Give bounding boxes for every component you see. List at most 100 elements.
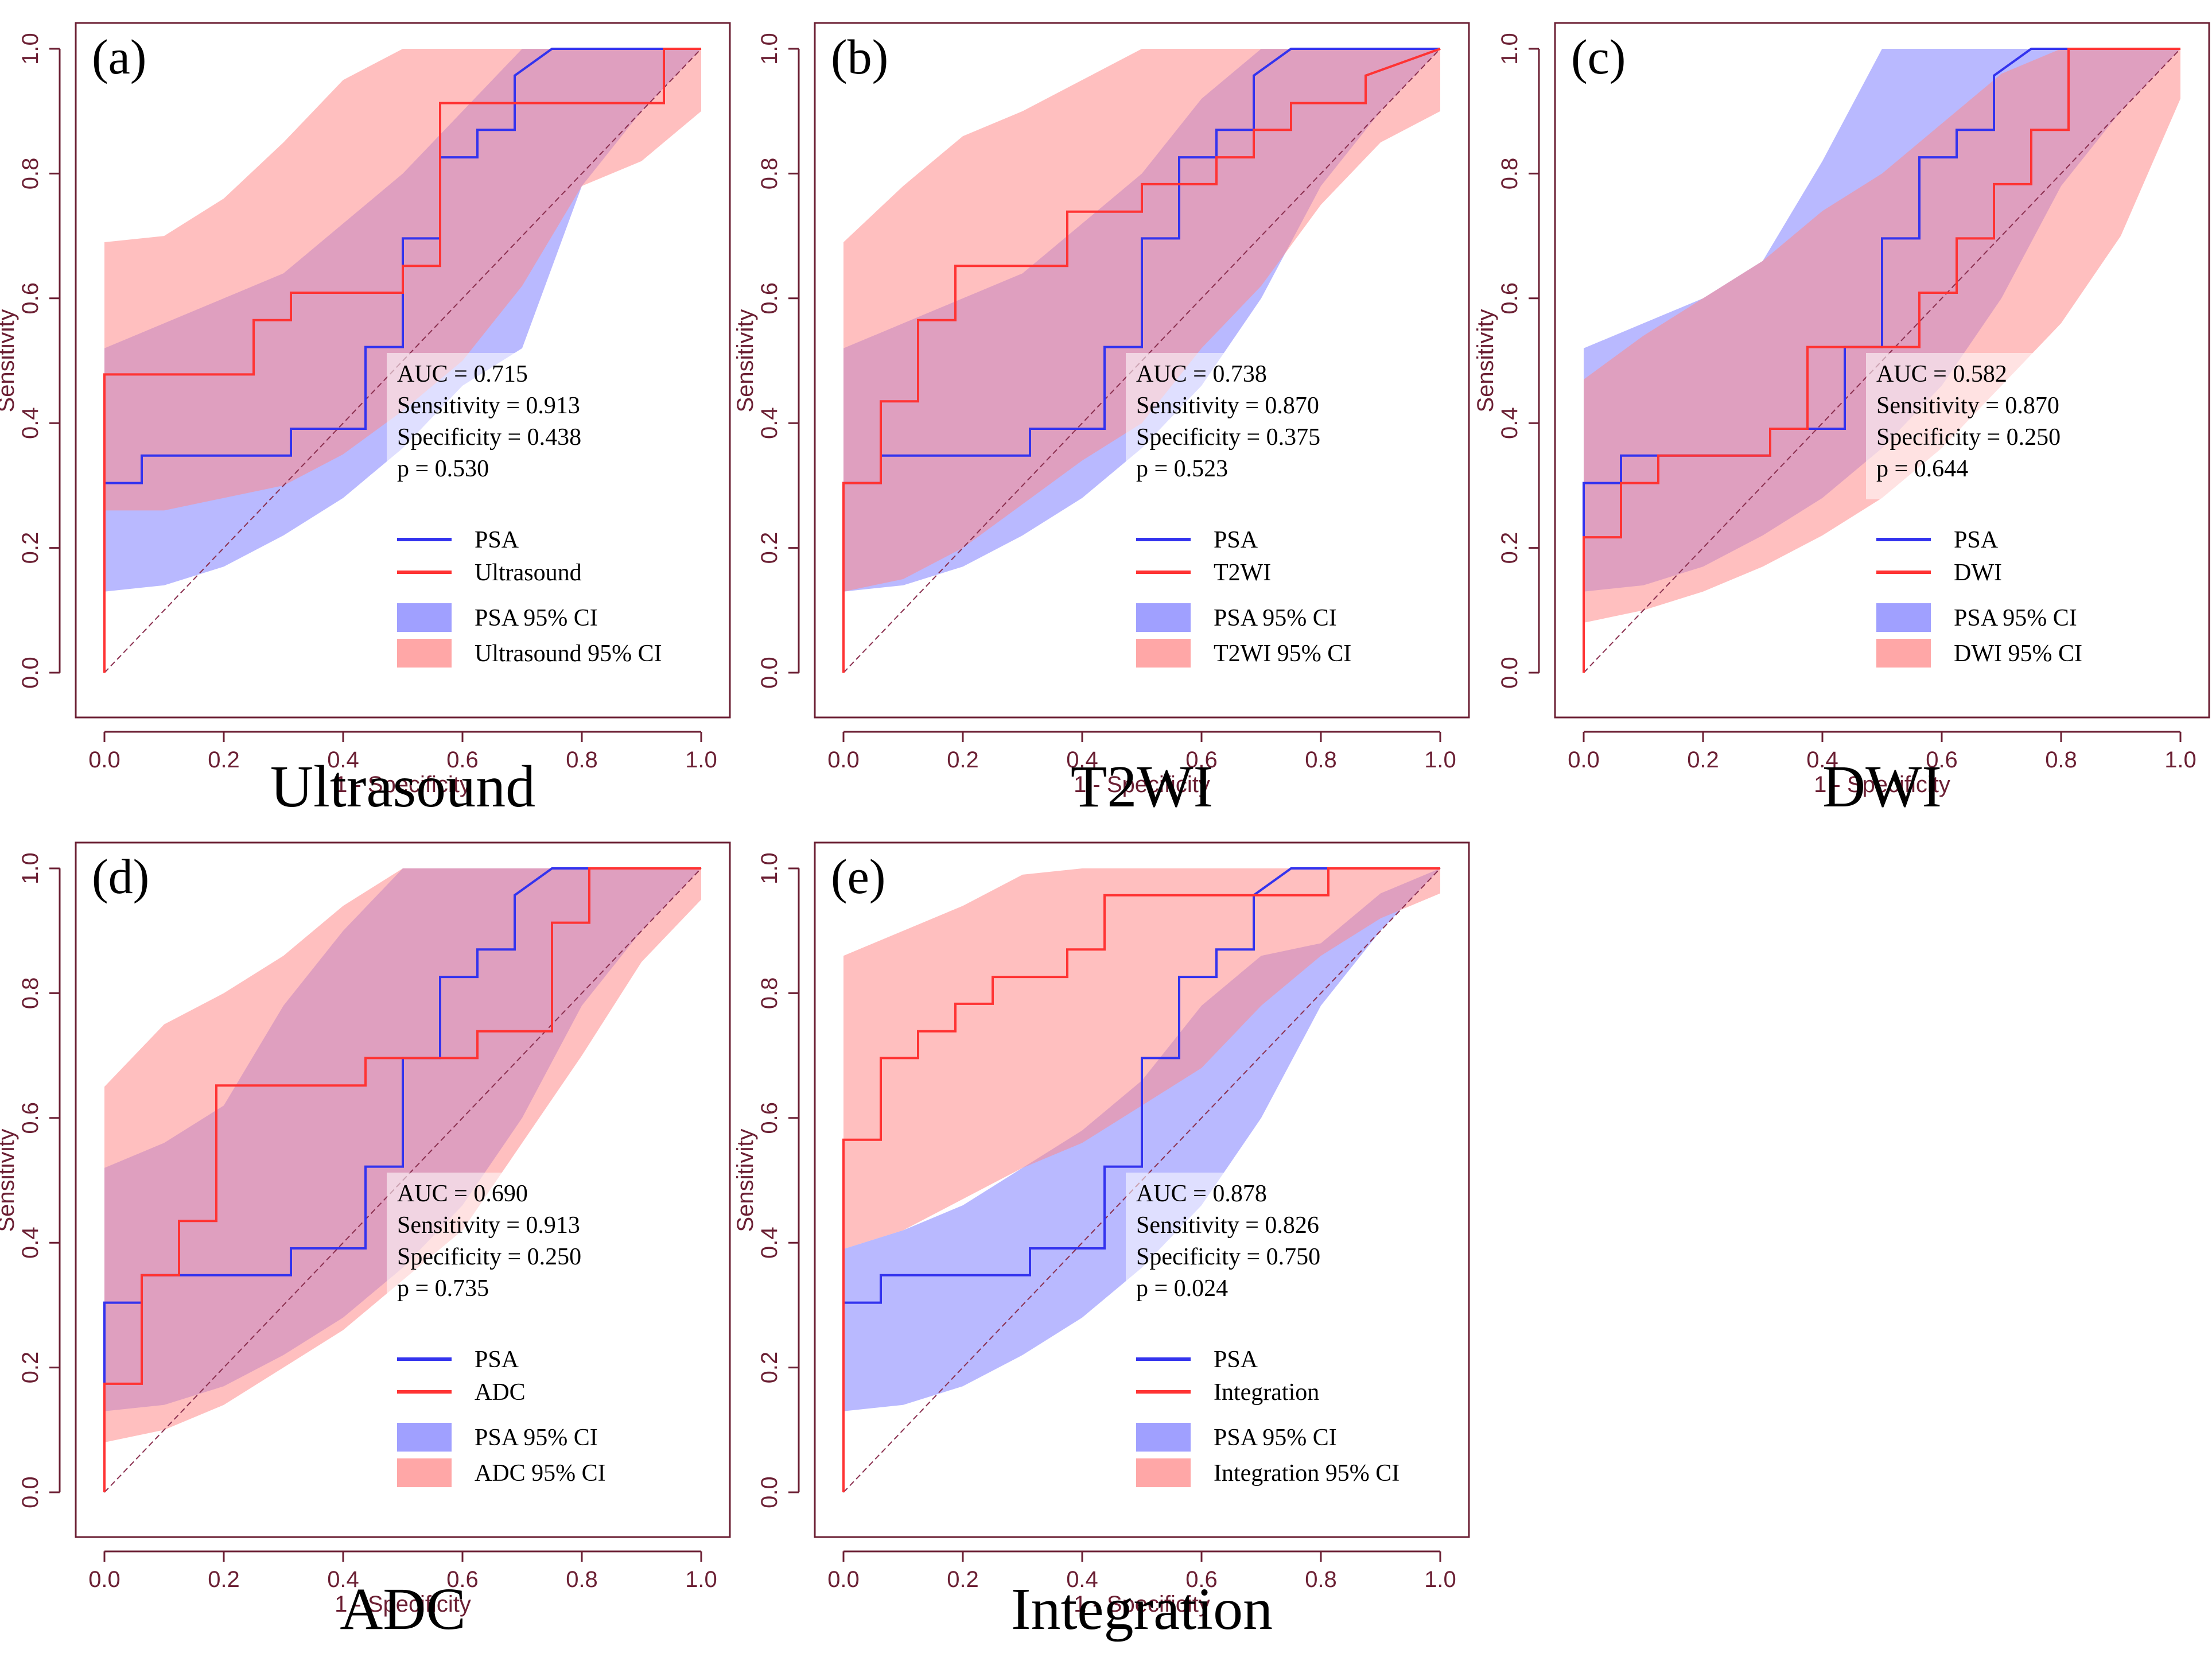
- legend-label: PSA 95% CI: [1954, 605, 2077, 631]
- legend-model-ci-swatch: [397, 1458, 452, 1487]
- x-tick-label: 0.6: [446, 747, 479, 773]
- panel-title: DWI: [1822, 754, 1942, 820]
- x-tick-label: 0.2: [947, 1567, 979, 1592]
- legend-label: PSA 95% CI: [1214, 605, 1337, 631]
- x-tick-label: 0.8: [566, 1567, 598, 1592]
- legend-label: PSA 95% CI: [475, 605, 598, 631]
- x-axis-label: 1 - Specificity: [1074, 1592, 1210, 1617]
- x-tick-label: 1.0: [1424, 1567, 1456, 1592]
- y-tick-label: 0.6: [757, 282, 782, 315]
- y-tick-label: 0.4: [757, 1227, 782, 1259]
- legend-model-ci-swatch: [397, 639, 452, 668]
- stats-line: AUC = 0.690: [397, 1181, 528, 1207]
- y-tick-label: 0.0: [18, 657, 43, 689]
- legend-label: PSA: [1214, 527, 1258, 553]
- y-tick-label: 0.6: [757, 1102, 782, 1134]
- stats-line: p = 0.735: [397, 1275, 489, 1302]
- x-tick-label: 1.0: [685, 1567, 717, 1592]
- y-tick-label: 0.8: [757, 977, 782, 1010]
- panel-title: ADC: [340, 1576, 466, 1642]
- y-tick-label: 0.2: [757, 1352, 782, 1384]
- y-tick-label: 0.8: [757, 158, 782, 190]
- y-tick-label: 0.8: [18, 158, 43, 190]
- x-tick-label: 0.2: [208, 1567, 240, 1592]
- y-tick-label: 0.0: [757, 1476, 782, 1508]
- y-axis-label: Sensitivity: [0, 309, 19, 412]
- y-tick-label: 0.2: [757, 532, 782, 564]
- legend-label: Ultrasound 95% CI: [475, 641, 662, 667]
- legend-label: T2WI 95% CI: [1214, 641, 1351, 667]
- x-tick-label: 0.4: [1066, 747, 1098, 773]
- x-tick-label: 0.0: [88, 1567, 120, 1592]
- x-axis-label: 1 - Specificity: [1814, 772, 1950, 797]
- legend-label: PSA 95% CI: [475, 1425, 598, 1451]
- legend-psa-ci-swatch: [397, 1423, 452, 1452]
- model-roc-line: [1583, 48, 2180, 673]
- panel-integration: 0.0 0.2 0.4 0.6 0.8 1.0 0.0 0.2 0.4 0.6 0.8 1.0 1 - …: [733, 841, 1470, 1642]
- x-tick-label: 1.0: [1424, 747, 1456, 773]
- panel-title: Ultrasound: [270, 754, 535, 820]
- plot-frame: [75, 841, 731, 1538]
- y-tick-label: 0.0: [18, 1476, 43, 1508]
- stats-line: Specificity = 0.375: [1136, 424, 1320, 451]
- stats-box: [387, 1173, 611, 1319]
- legend-label: DWI 95% CI: [1954, 641, 2082, 667]
- x-tick-label: 0.8: [2045, 747, 2077, 773]
- legend-psa-ci-swatch: [1136, 1423, 1191, 1452]
- legend-label: Integration 95% CI: [1214, 1460, 1399, 1487]
- stats-box: [1866, 353, 2090, 499]
- model-roc-line: [103, 867, 701, 1492]
- legend-psa-ci-swatch: [1876, 603, 1931, 632]
- stats-line: Specificity = 0.250: [1876, 424, 2061, 451]
- stats-line: Sensitivity = 0.913: [397, 1212, 580, 1239]
- y-tick-label: 1.0: [1497, 33, 1522, 65]
- y-tick-label: 0.8: [1497, 158, 1522, 190]
- x-tick-label: 0.6: [1926, 747, 1958, 773]
- panel-title: Integration: [1011, 1576, 1273, 1642]
- x-tick-label: 0.4: [327, 1567, 359, 1592]
- x-tick-label: 0.0: [827, 1567, 860, 1592]
- y-tick-label: 0.6: [1497, 282, 1522, 315]
- stats-line: AUC = 0.738: [1136, 361, 1267, 387]
- x-tick-label: 0.0: [827, 747, 860, 773]
- stats-line: AUC = 0.715: [397, 361, 528, 387]
- stats-line: p = 0.530: [397, 456, 489, 482]
- x-tick-label: 0.4: [327, 747, 359, 773]
- model-roc-line: [103, 48, 701, 673]
- x-tick-label: 0.6: [1185, 1567, 1218, 1592]
- model-roc-line: [842, 867, 1440, 1492]
- y-tick-label: 1.0: [757, 33, 782, 65]
- y-axis-label: Sensitivity: [1473, 309, 1498, 412]
- y-tick-label: 1.0: [757, 852, 782, 884]
- stats-line: p = 0.644: [1876, 456, 1968, 482]
- plot-frame: [1554, 22, 2210, 719]
- stats-line: Sensitivity = 0.913: [397, 393, 580, 419]
- stats-line: Sensitivity = 0.826: [1136, 1212, 1319, 1239]
- legend-label: T2WI: [1214, 560, 1271, 586]
- panel-dwi: 0.0 0.2 0.4 0.6 0.8 1.0 0.0 0.2 0.4 0.6 0.8 1.0 1 - …: [1473, 22, 2210, 820]
- stats-line: Specificity = 0.438: [397, 424, 581, 451]
- x-tick-label: 0.2: [1687, 747, 1719, 773]
- x-axis-label: 1 - Specificity: [335, 772, 471, 797]
- x-tick-label: 0.2: [947, 747, 979, 773]
- panel-label: (c): [1571, 29, 1626, 84]
- y-tick-label: 0.2: [18, 1352, 43, 1384]
- panel-adc: 0.0 0.2 0.4 0.6 0.8 1.0 0.0 0.2 0.4 0.6 0.8 1.0 1 - …: [0, 841, 731, 1642]
- psa-roc-line: [842, 867, 1440, 1492]
- legend-model-ci-swatch: [1136, 639, 1191, 668]
- legend-label: PSA: [475, 1347, 519, 1373]
- y-tick-label: 0.4: [1497, 407, 1522, 439]
- stats-line: Specificity = 0.750: [1136, 1244, 1320, 1270]
- stats-line: Sensitivity = 0.870: [1136, 393, 1319, 419]
- stats-box: [1126, 1173, 1350, 1319]
- x-axis-label: 1 - Specificity: [1074, 772, 1210, 797]
- y-axis-label: Sensitivity: [733, 1128, 758, 1232]
- x-tick-label: 0.8: [566, 747, 598, 773]
- panel-label: (d): [92, 849, 149, 904]
- legend-label: PSA: [1214, 1347, 1258, 1373]
- legend-model-ci-swatch: [1876, 639, 1931, 668]
- x-tick-label: 0.8: [1305, 1567, 1337, 1592]
- y-tick-label: 0.4: [18, 407, 43, 439]
- plot-frame: [814, 22, 1470, 719]
